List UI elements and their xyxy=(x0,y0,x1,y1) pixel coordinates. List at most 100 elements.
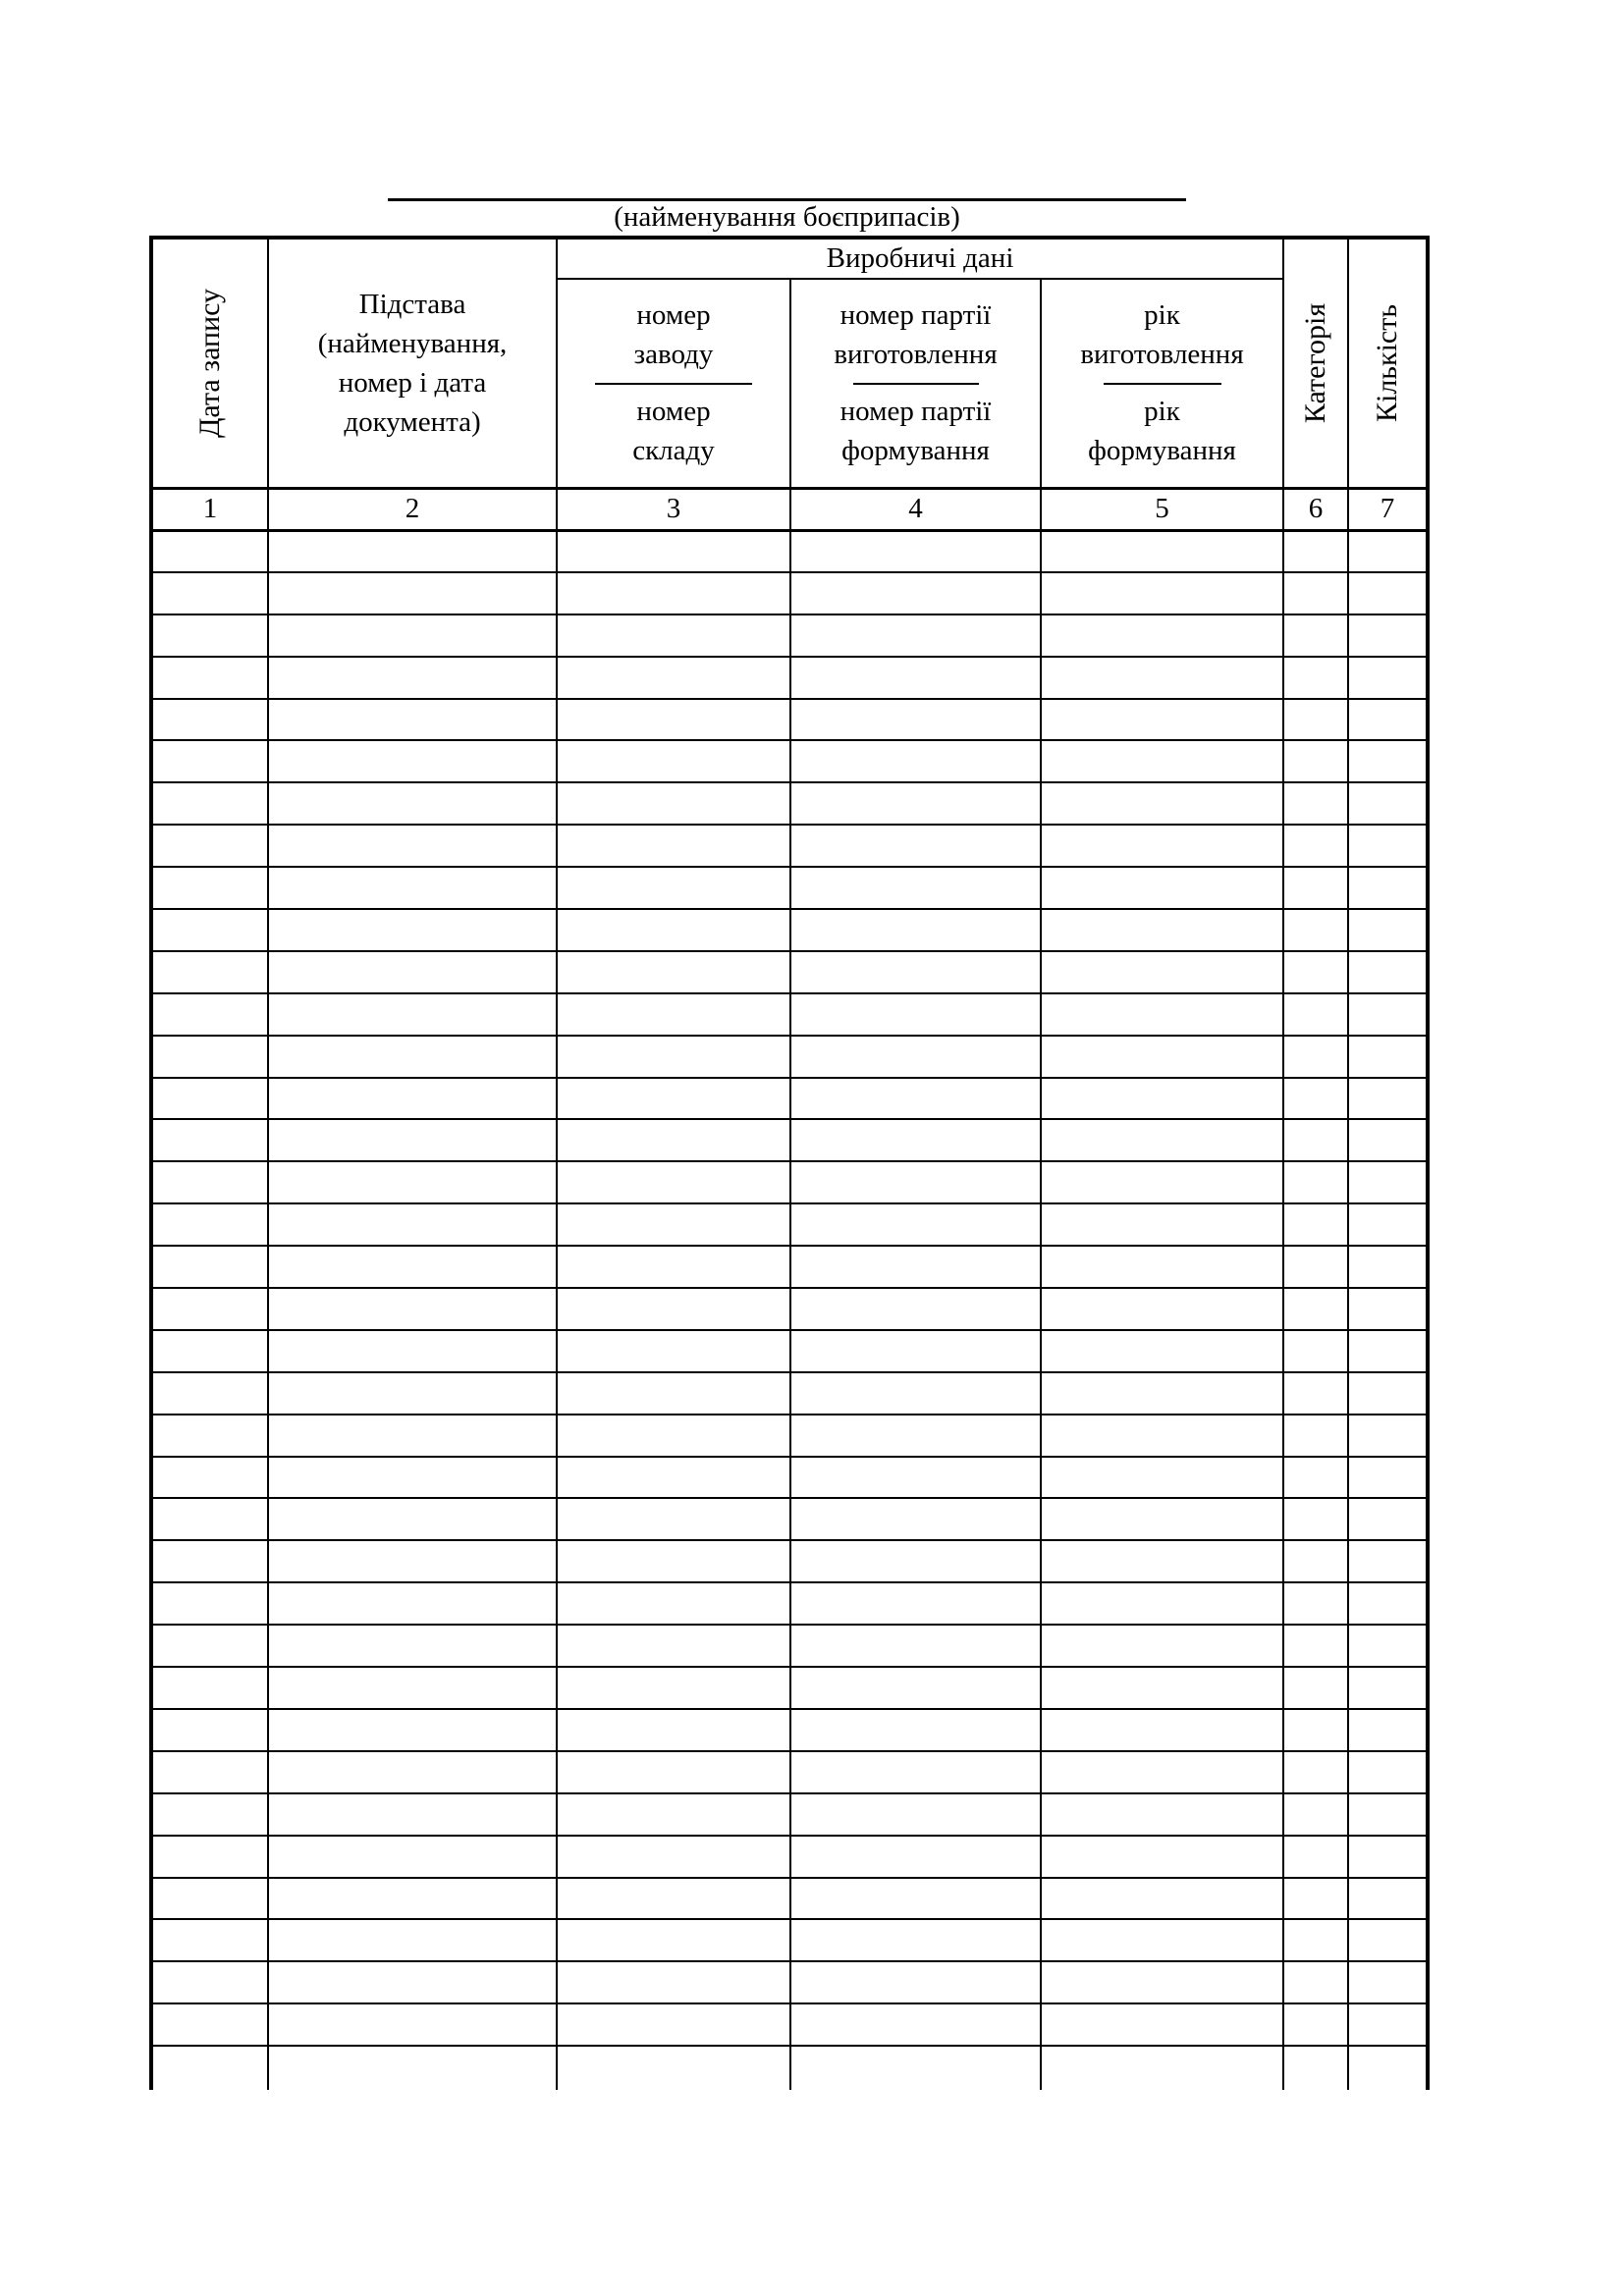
empty-cell xyxy=(556,1245,791,1290)
empty-cell xyxy=(1282,824,1350,869)
empty-cell xyxy=(1039,1876,1285,1921)
empty-cell xyxy=(1039,1328,1285,1373)
empty-cell xyxy=(1282,1918,1350,1963)
empty-cell xyxy=(789,1328,1042,1373)
empty-cell xyxy=(1282,1749,1350,1794)
empty-cell xyxy=(1282,1876,1350,1921)
empty-cell xyxy=(556,529,791,573)
table-header: Дата запису Підстава (найменування, номе… xyxy=(150,237,1430,532)
ammunition-ledger-table: Дата запису Підстава (найменування, номе… xyxy=(149,236,1431,2091)
col-year-header: рік виготовлення рік формування xyxy=(1039,278,1285,489)
empty-cell xyxy=(1039,655,1285,700)
empty-cell xyxy=(556,1749,791,1794)
empty-cell xyxy=(1282,1328,1350,1373)
empty-cell xyxy=(1282,949,1350,994)
empty-cell xyxy=(1282,1624,1350,1669)
table-row xyxy=(150,1413,1430,1458)
empty-cell xyxy=(556,2045,791,2091)
empty-cell xyxy=(1347,529,1430,573)
empty-cell xyxy=(267,866,558,911)
empty-cell xyxy=(556,1413,791,1458)
empty-cell xyxy=(150,1749,269,1794)
empty-cell xyxy=(1282,655,1350,700)
empty-cell xyxy=(789,697,1042,742)
empty-cell xyxy=(1282,2002,1350,2048)
factory-number-bottom-label: номер складу xyxy=(632,396,715,467)
table-row xyxy=(150,866,1430,911)
empty-cell xyxy=(1039,1791,1285,1837)
empty-cell xyxy=(1282,1160,1350,1205)
empty-cell xyxy=(1039,1160,1285,1205)
year-bottom-label: рік формування xyxy=(1088,396,1236,467)
empty-cell xyxy=(1039,1118,1285,1163)
empty-cell xyxy=(1282,1413,1350,1458)
empty-cell xyxy=(150,1328,269,1373)
empty-cell xyxy=(267,908,558,952)
empty-cell xyxy=(150,824,269,869)
empty-cell xyxy=(556,1370,791,1415)
col-factory-number-header: номер заводу номер складу xyxy=(556,278,791,489)
empty-cell xyxy=(150,908,269,952)
empty-cell xyxy=(789,1287,1042,1331)
empty-cell xyxy=(789,1918,1042,1963)
empty-cell xyxy=(1347,824,1430,869)
empty-cell xyxy=(150,1918,269,1963)
empty-cell xyxy=(1039,1960,1285,2005)
empty-cell xyxy=(150,1707,269,1752)
empty-cell xyxy=(1347,1876,1430,1921)
empty-cell xyxy=(1039,2002,1285,2048)
column-number: 1 xyxy=(150,486,269,532)
production-data-group-header: Виробничі дані xyxy=(555,237,1285,280)
empty-cell xyxy=(150,949,269,994)
empty-cell xyxy=(150,991,269,1037)
empty-cell xyxy=(267,1287,558,1331)
empty-cell xyxy=(789,1707,1042,1752)
empty-cell xyxy=(556,1497,791,1542)
column-number: 7 xyxy=(1347,486,1430,532)
empty-cell xyxy=(1282,1076,1350,1121)
empty-cell xyxy=(150,1834,269,1879)
empty-cell xyxy=(556,1666,791,1710)
empty-cell xyxy=(789,1160,1042,1205)
empty-cell xyxy=(789,1202,1042,1248)
col-basis-header: Підстава (найменування, номер і дата док… xyxy=(267,237,558,489)
empty-cell xyxy=(789,1076,1042,1121)
empty-cell xyxy=(267,824,558,869)
empty-cell xyxy=(1347,1287,1430,1331)
empty-cell xyxy=(1347,1707,1430,1752)
empty-cell xyxy=(267,1034,558,1079)
table-row xyxy=(150,1370,1430,1415)
empty-cell xyxy=(1282,697,1350,742)
empty-cell xyxy=(267,1749,558,1794)
empty-cell xyxy=(150,529,269,573)
empty-cell xyxy=(789,529,1042,573)
empty-cell xyxy=(556,908,791,952)
empty-cell xyxy=(1039,1834,1285,1879)
empty-cell xyxy=(267,1160,558,1205)
empty-cell xyxy=(1282,781,1350,827)
empty-cell xyxy=(150,1034,269,1079)
empty-cell xyxy=(1347,739,1430,784)
table-row xyxy=(150,613,1430,658)
empty-cell xyxy=(1282,1581,1350,1627)
empty-cell xyxy=(789,824,1042,869)
empty-cell xyxy=(1347,1581,1430,1627)
empty-cell xyxy=(150,1202,269,1248)
empty-cell xyxy=(1347,1918,1430,1963)
empty-cell xyxy=(1347,1202,1430,1248)
empty-cell xyxy=(150,1624,269,1669)
empty-cell xyxy=(267,655,558,700)
empty-cell xyxy=(556,1328,791,1373)
empty-cell xyxy=(1282,1118,1350,1163)
empty-cell xyxy=(150,697,269,742)
empty-cell xyxy=(1039,781,1285,827)
vertical-label-wrap: Дата запису xyxy=(153,240,267,485)
empty-cell xyxy=(150,1413,269,1458)
table-row xyxy=(150,1076,1430,1121)
table-row xyxy=(150,908,1430,952)
empty-cell xyxy=(1039,1918,1285,1963)
empty-cell xyxy=(1039,866,1285,911)
table-row xyxy=(150,1034,1430,1079)
empty-cell xyxy=(1282,908,1350,952)
empty-cell xyxy=(556,1202,791,1248)
